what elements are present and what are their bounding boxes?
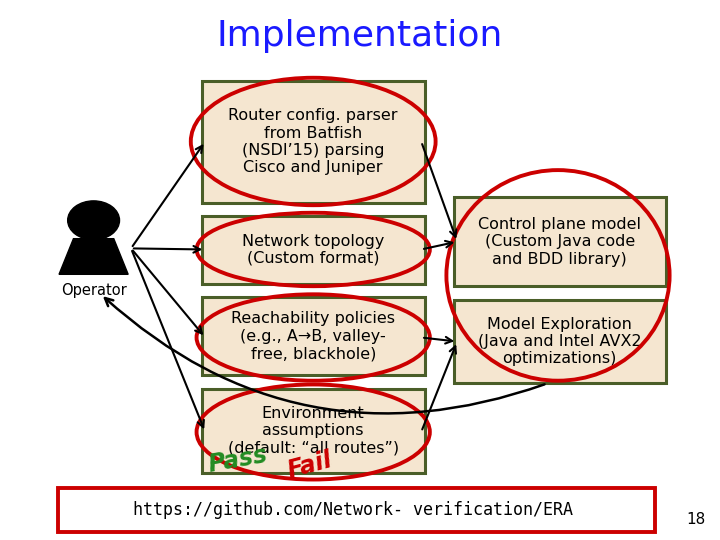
Text: Operator: Operator [60,284,127,299]
Text: Pass: Pass [206,443,269,477]
Text: Router config. parser
from Batfish
(NSDI’15) parsing
Cisco and Juniper: Router config. parser from Batfish (NSDI… [228,108,398,176]
Text: https://github.com/Network- verification/ERA: https://github.com/Network- verification… [132,501,573,519]
FancyBboxPatch shape [202,81,425,202]
Text: Control plane model
(Custom Java code
and BDD library): Control plane model (Custom Java code an… [478,217,642,267]
FancyBboxPatch shape [454,300,666,383]
FancyBboxPatch shape [202,297,425,375]
Polygon shape [59,239,128,274]
Text: Reachability policies
(e.g., A→B, valley-
free, blackhole): Reachability policies (e.g., A→B, valley… [231,311,395,361]
FancyBboxPatch shape [454,197,666,286]
Text: 18: 18 [686,511,706,526]
FancyBboxPatch shape [202,216,425,284]
FancyBboxPatch shape [58,488,655,532]
Text: Model Exploration
(Java and Intel AVX2
optimizations): Model Exploration (Java and Intel AVX2 o… [478,316,642,367]
Circle shape [68,201,120,240]
Text: Network topology
(Custom format): Network topology (Custom format) [242,233,384,266]
FancyBboxPatch shape [202,389,425,472]
Text: Fail: Fail [284,448,335,483]
Text: Implementation: Implementation [217,19,503,53]
Text: Environment
assumptions
(default: “all routes”): Environment assumptions (default: “all r… [228,406,399,456]
